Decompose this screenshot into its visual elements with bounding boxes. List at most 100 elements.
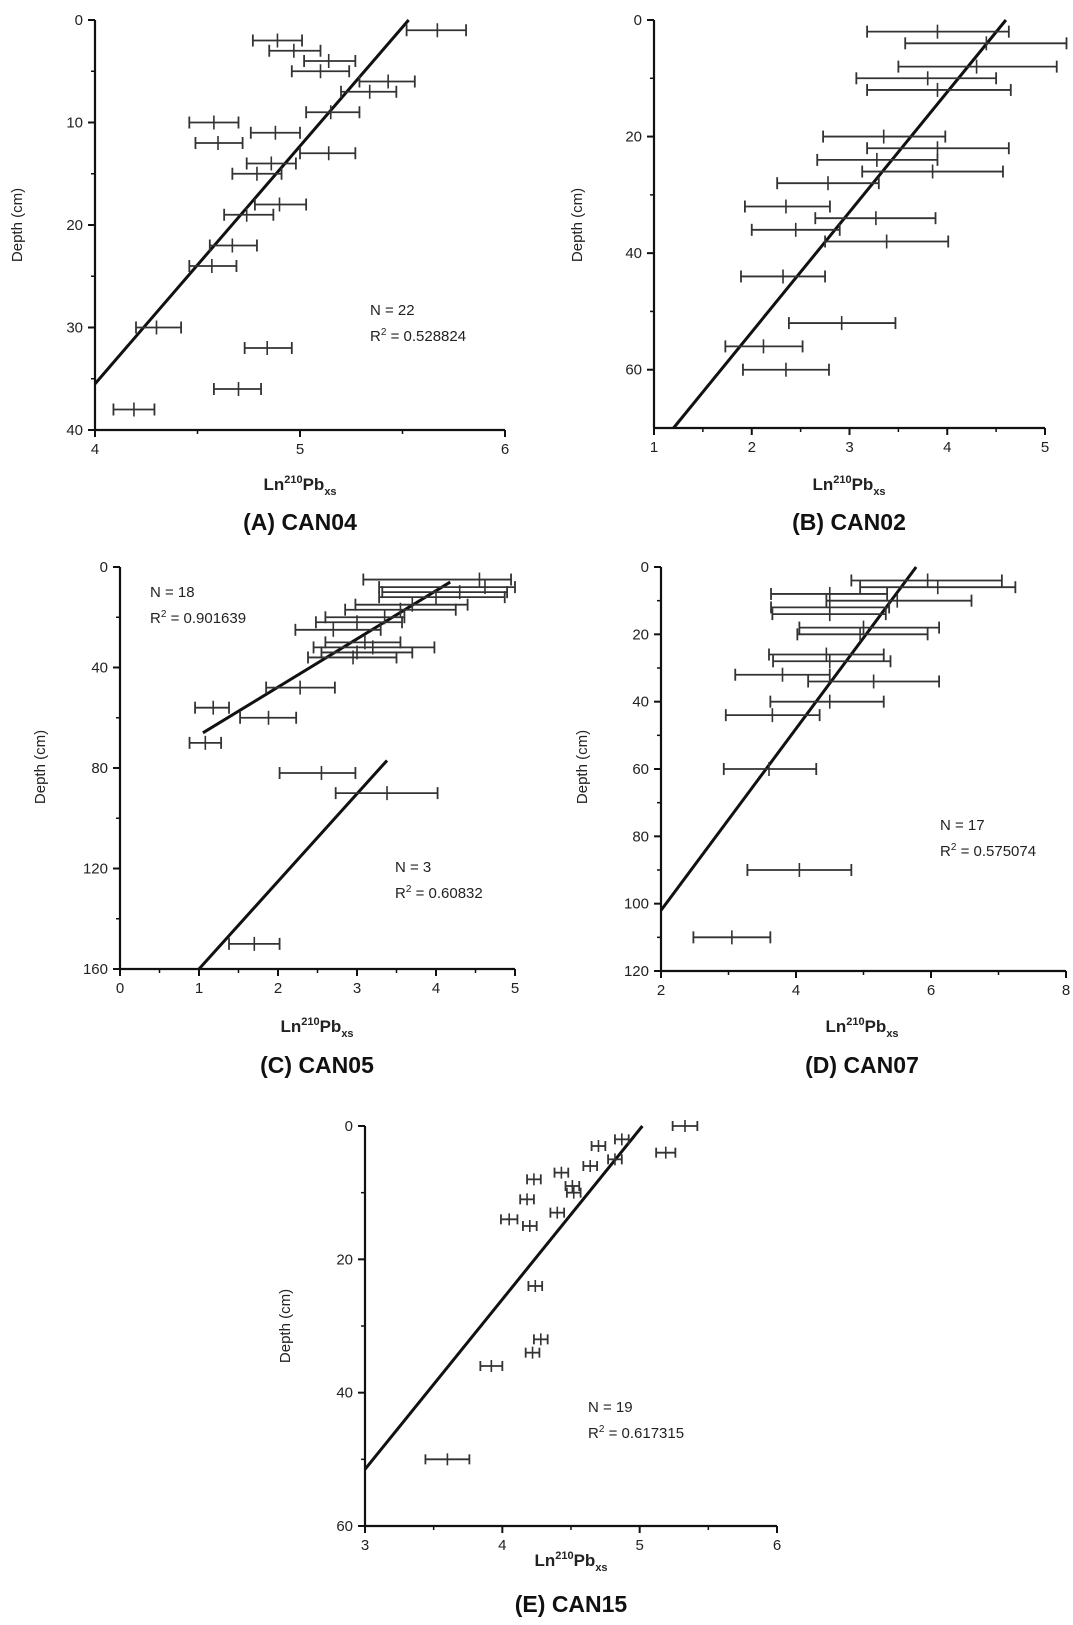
data-point (744, 199, 831, 214)
data-point (692, 930, 772, 945)
x-axis-label-sub: xs (595, 1562, 607, 1574)
data-point (866, 24, 1010, 39)
data-point (188, 735, 223, 750)
x-axis-label-sup: 210 (284, 474, 302, 486)
x-tick-label: 1 (195, 980, 203, 997)
x-tick-label: 6 (501, 441, 509, 458)
data-point (814, 211, 937, 226)
data-point (671, 1120, 699, 1132)
data-point (424, 1453, 471, 1466)
panel-caption: (D) CAN07 (805, 1052, 919, 1078)
y-tick-label: 100 (624, 896, 649, 913)
data-point (135, 320, 183, 335)
panel-caption: (B) CAN02 (792, 509, 906, 535)
data-point (565, 1186, 582, 1199)
data-point (553, 1166, 570, 1179)
y-axis-label: Depth (cm) (569, 188, 586, 262)
data-point (223, 207, 275, 222)
data-point (734, 667, 831, 682)
data-point (742, 362, 830, 377)
x-axis-label-sup: 210 (846, 1016, 864, 1028)
x-axis-label-mid: Pb (852, 475, 874, 494)
chart-panel-e: 0 20 40 60 3 4 5 6 Depth (cm) Ln210Pbxs (E) CAN15 N… (277, 1118, 781, 1617)
x-axis-label-sup: 210 (555, 1550, 573, 1562)
data-point (405, 23, 467, 38)
x-tick-label: 4 (432, 980, 440, 997)
data-point (290, 64, 351, 79)
data-point (112, 402, 156, 417)
data-point (746, 863, 853, 877)
data-point (787, 316, 897, 331)
x-axis-label: Ln210Pbxs (534, 1550, 607, 1574)
x-axis-label-sup: 210 (833, 474, 851, 486)
y-tick-label: 20 (66, 217, 83, 234)
x-axis-label-mid: Pb (303, 475, 325, 494)
x-tick-label: 6 (773, 1537, 781, 1554)
y-axis-label: Depth (cm) (277, 1289, 294, 1363)
data-point (796, 627, 929, 642)
y-tick-label: 0 (75, 12, 83, 29)
data-point (194, 700, 230, 715)
x-axis-label-sub: xs (873, 486, 885, 498)
stat-annotation: R2 = 0.528824 (370, 327, 466, 345)
data-point (299, 146, 357, 161)
data-point (724, 708, 821, 723)
y-tick-label: 80 (632, 828, 649, 845)
data-point (212, 382, 262, 396)
x-tick-label: 2 (274, 980, 282, 997)
data-point (607, 1153, 623, 1166)
chart-panel-c: 0 40 80 120 160 0 1 2 3 4 5 Depth (cm) Ln210Pbxs (C) … (32, 559, 519, 1078)
y-tick-label: 80 (91, 760, 108, 777)
y-tick-label: 40 (625, 245, 642, 262)
data-point (303, 54, 357, 68)
x-tick-label: 5 (635, 1537, 643, 1554)
data-point (194, 136, 244, 150)
data-point (358, 74, 416, 89)
regression-line (93, 19, 410, 385)
data-point (334, 786, 439, 801)
regression-line (659, 566, 918, 912)
data-point (231, 166, 283, 181)
x-axis-label: Ln210Pbxs (812, 474, 885, 498)
y-tick-label: 40 (91, 660, 108, 677)
chart-panel-b: 0 20 40 60 1 2 3 4 5 Depth (cm) Ln210Pbxs (B) CAN02 (569, 12, 1068, 535)
chart-panel-a: 0 10 20 30 40 4 5 6 Depth (cm) Ln210Pbxs (A) CAN04… (9, 12, 509, 535)
y-axis-label: Depth (cm) (574, 730, 591, 804)
y-tick-label: 20 (625, 129, 642, 146)
data-point (344, 602, 457, 617)
data-point (381, 585, 509, 600)
x-axis-label-mid: Pb (320, 1017, 342, 1036)
data-point (479, 1360, 504, 1372)
x-tick-label: 3 (845, 439, 853, 456)
data-point (294, 622, 382, 637)
data-point (253, 197, 308, 212)
data-point (208, 238, 258, 253)
data-point (859, 580, 1017, 595)
panel-caption: (A) CAN04 (243, 509, 357, 535)
x-axis-label-base: Ln (812, 475, 833, 494)
data-point (243, 341, 293, 355)
stat-annotation: R2 = 0.60832 (395, 884, 483, 902)
regression-line (197, 759, 389, 971)
data-point (340, 84, 398, 99)
panel-caption: (C) CAN05 (260, 1052, 374, 1078)
y-tick-label: 0 (345, 1118, 353, 1135)
y-axis-label: Depth (cm) (32, 730, 49, 804)
data-point (772, 654, 892, 669)
panel-caption: (E) CAN15 (515, 1591, 628, 1617)
y-tick-label: 120 (83, 861, 108, 878)
stat-annotation: R2 = 0.617315 (588, 1424, 684, 1442)
stat-annotation: N = 18 (150, 584, 195, 601)
data-point (866, 82, 1012, 97)
x-tick-label: 5 (296, 441, 304, 458)
y-tick-label: 160 (83, 961, 108, 978)
x-tick-label: 5 (1041, 439, 1049, 456)
data-point (798, 620, 940, 635)
data-point (564, 1180, 581, 1192)
data-point (228, 936, 281, 951)
x-axis-label-base: Ln (534, 1551, 555, 1570)
data-point (750, 222, 841, 237)
x-axis-label-mid: Pb (865, 1017, 887, 1036)
data-point (519, 1193, 535, 1206)
